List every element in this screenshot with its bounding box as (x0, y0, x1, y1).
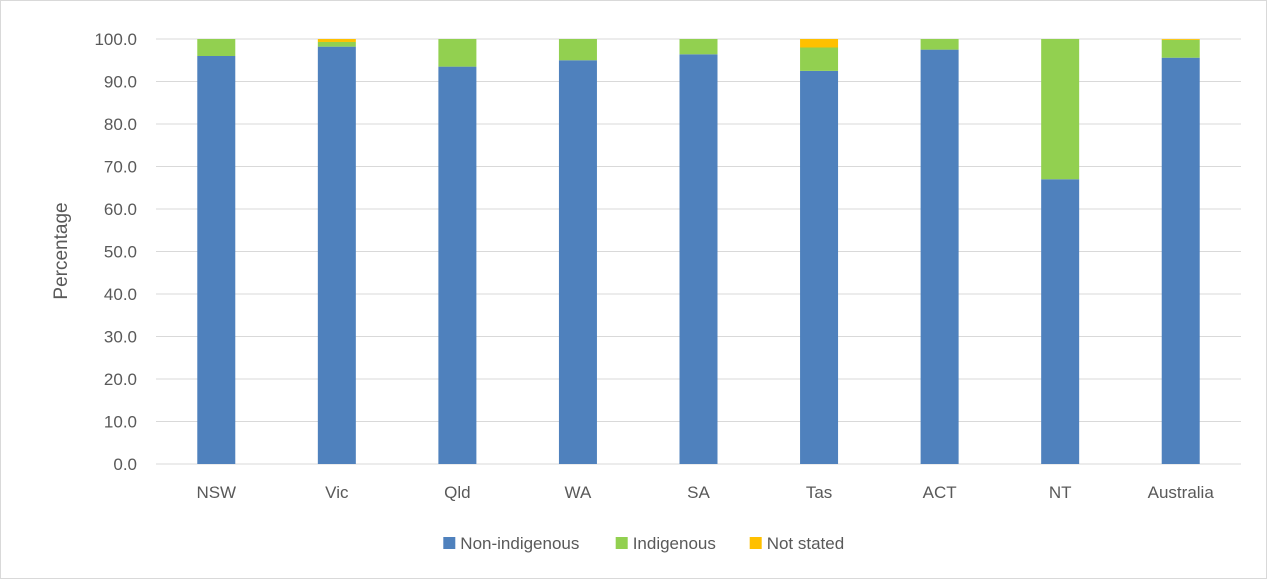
bar-segment (197, 39, 236, 56)
x-tick-label: ACT (923, 483, 957, 502)
y-tick-labels: 0.0 10.0 20.0 30.0 40.0 50.0 60.0 70.0 80.0 90.0 1… (94, 30, 137, 474)
bar-segment (317, 46, 356, 465)
bar-segment (438, 66, 477, 464)
legend-swatch (443, 537, 456, 549)
y-tick-label: 20.0 (104, 370, 137, 389)
y-axis-label: Percentage (51, 202, 72, 299)
bar-segment (679, 39, 718, 55)
x-tick-label: Tas (806, 483, 832, 502)
x-tick-label: NT (1049, 483, 1072, 502)
y-tick-label: 70.0 (104, 158, 137, 177)
bar-segment (558, 60, 597, 464)
bar-segment (558, 39, 597, 61)
y-tick-label: 50.0 (104, 243, 137, 262)
bar-segment (679, 54, 718, 465)
y-tick-label: 100.0 (94, 30, 137, 49)
y-tick-label: 10.0 (104, 413, 137, 432)
legend-label: Non-indigenous (460, 534, 579, 553)
legend-label: Not stated (767, 534, 845, 553)
x-tick-label: Australia (1148, 483, 1215, 502)
legend-swatch (615, 537, 628, 549)
bar-segment (1161, 57, 1200, 464)
y-tick-label: 40.0 (104, 285, 137, 304)
x-tick-label: Qld (444, 483, 470, 502)
bar-segment (438, 39, 477, 67)
bar-segment (920, 49, 959, 464)
bar-segment (1161, 39, 1200, 58)
x-tick-label: Vic (325, 483, 349, 502)
bar-segment (1041, 39, 1080, 180)
y-tick-label: 60.0 (104, 200, 137, 219)
bar-segment (800, 47, 839, 71)
legend-label: Indigenous (633, 534, 716, 553)
legend: Non-indigenous Indigenous Not stated (443, 534, 844, 553)
bar-segment (800, 70, 839, 464)
legend-swatch (749, 537, 762, 549)
y-tick-label: 30.0 (104, 328, 137, 347)
bar-segment (1041, 179, 1080, 464)
y-tick-label: 90.0 (104, 73, 137, 92)
y-tick-label: 0.0 (113, 455, 137, 474)
bar-segment (1161, 39, 1200, 40)
bars (197, 39, 1200, 465)
bar-segment (920, 39, 959, 50)
bar-segment (317, 41, 356, 47)
bar-segment (800, 39, 839, 48)
x-tick-label: SA (687, 483, 710, 502)
bar-segment (317, 39, 356, 42)
bar-segment (197, 56, 236, 464)
x-tick-label: WA (565, 483, 592, 502)
y-tick-label: 80.0 (104, 115, 137, 134)
x-tick-label: NSW (196, 483, 236, 502)
x-tick-labels: NSW Vic Qld WA SA Tas ACT NT Australia (196, 483, 1214, 502)
